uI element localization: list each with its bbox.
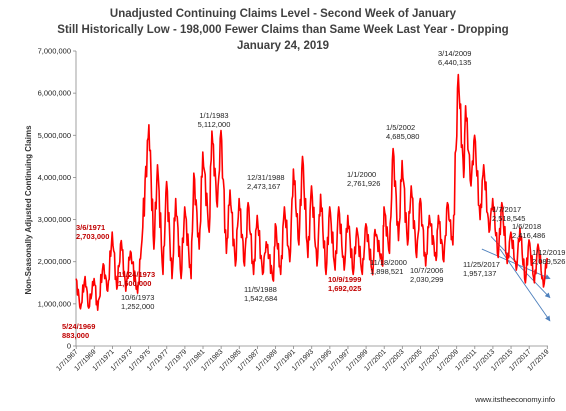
annotation-date: 11/18/2000 bbox=[370, 258, 407, 267]
annotation-value: 5,112,000 bbox=[198, 120, 231, 129]
annotation-value: 1,957,137 bbox=[463, 269, 496, 278]
y-tick-label: 7,000,000 bbox=[38, 47, 71, 56]
y-tick-label: 6,000,000 bbox=[38, 89, 71, 98]
annotation-date: 10/7/2006 bbox=[410, 266, 443, 275]
annotation-value: 2,703,000 bbox=[76, 232, 109, 241]
site-credit: www.itstheeconomy.info bbox=[474, 395, 555, 404]
y-tick-label: 0 bbox=[67, 342, 71, 351]
annotation-date: 1/5/2002 bbox=[386, 123, 415, 132]
annotation-date: 10/9/1999 bbox=[328, 275, 361, 284]
annotation-date: 5/24/1969 bbox=[62, 322, 95, 331]
series-group bbox=[75, 73, 548, 311]
annotation-date: 11/5/1988 bbox=[244, 285, 277, 294]
annotation-date: 1/6/2018 bbox=[512, 222, 541, 231]
x-axis: 1/7/19671/7/19691/7/19711/7/19731/7/1975… bbox=[55, 346, 551, 373]
trend-arrow bbox=[490, 236, 551, 299]
annotation-value: 2,761,926 bbox=[347, 179, 380, 188]
annotation-value: 2,518,545 bbox=[492, 214, 525, 223]
y-axis: 0 1,000,000 2,000,000 3,000,000 4,000,000 5,0… bbox=[38, 47, 76, 351]
y-tick-label: 4,000,000 bbox=[38, 173, 71, 182]
annotation-value: 1,898,521 bbox=[370, 267, 403, 276]
series-line bbox=[75, 73, 548, 311]
annotation-value: 1,252,000 bbox=[121, 302, 154, 311]
annotation-date: 3/6/1971 bbox=[76, 223, 105, 232]
annotation-value: 2,416,486 bbox=[512, 231, 545, 240]
annotation-date: 1/1/1983 bbox=[199, 111, 228, 120]
chart-title-line-1: Unadjusted Continuing Claims Level - Sec… bbox=[110, 8, 457, 20]
annotation-date: 12/31/1988 bbox=[247, 173, 285, 182]
y-tick-label: 3,000,000 bbox=[38, 215, 71, 224]
y-tick-label: 2,000,000 bbox=[38, 257, 71, 266]
annotation-value: 1,600,000 bbox=[118, 279, 151, 288]
annotation-date: 1/12/2019 bbox=[532, 248, 565, 257]
y-tick-label: 1,000,000 bbox=[38, 299, 71, 308]
annotation-value: 883,000 bbox=[62, 331, 89, 340]
annotation-date: 1/7/2017 bbox=[492, 205, 521, 214]
y-axis-label: Non-Seasonally Adjusted Continuing Claim… bbox=[24, 125, 33, 295]
annotation-date: 11/25/2017 bbox=[463, 260, 500, 269]
trend-arrow bbox=[499, 248, 551, 322]
annotation-date: 1/1/2000 bbox=[347, 170, 376, 179]
annotation-date: 11/24/1973 bbox=[118, 270, 155, 279]
chart-title-line-2: Still Historically Low - 198,000 Fewer C… bbox=[57, 24, 508, 36]
annotation-value: 2,030,299 bbox=[410, 275, 443, 284]
y-tick-label: 5,000,000 bbox=[38, 131, 71, 140]
annotation-value: 2,089,526 bbox=[532, 257, 565, 266]
annotation-value: 6,440,135 bbox=[438, 58, 471, 67]
annotation-value: 1,542,684 bbox=[244, 294, 277, 303]
annotation-value: 1,692,025 bbox=[328, 284, 361, 293]
annotation-date: 10/6/1973 bbox=[121, 293, 154, 302]
chart-title-line-3: January 24, 2019 bbox=[237, 40, 329, 52]
annotation-value: 2,473,167 bbox=[247, 182, 280, 191]
annotation-value: 4,685,080 bbox=[386, 132, 419, 141]
annotation-date: 3/14/2009 bbox=[438, 49, 471, 58]
